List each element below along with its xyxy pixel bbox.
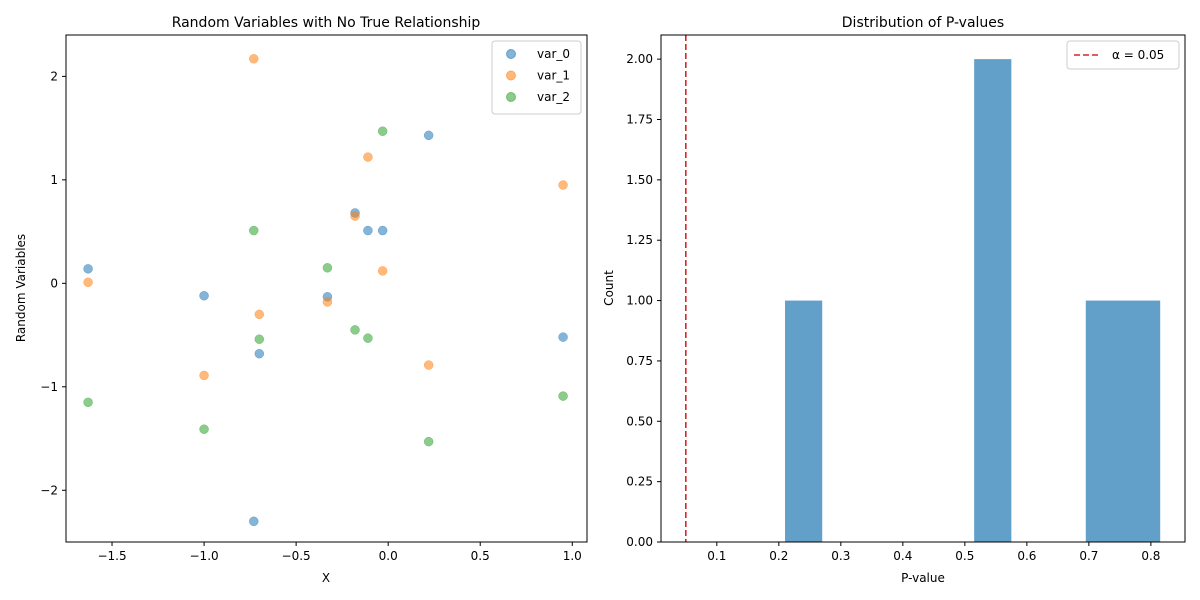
scatter-y-tick-label: −2 xyxy=(40,483,58,497)
scatter-y-ticks: −2 −1 0 1 2 xyxy=(40,69,66,497)
scatter-x-tick-label: −0.5 xyxy=(282,549,311,563)
scatter-point-var_2 xyxy=(249,225,259,236)
scatter-y-tick-label: 1 xyxy=(50,173,58,187)
scatter-legend-marker-var_2 xyxy=(506,92,516,102)
scatter-point-var_0 xyxy=(199,290,209,301)
histogram-x-tick-label: 0.7 xyxy=(1079,549,1098,563)
scatter-x-tick-label: 1.0 xyxy=(563,549,582,563)
scatter-point-var_1 xyxy=(83,277,93,288)
scatter-y-tick-label: 2 xyxy=(50,69,58,83)
histogram-plot-area xyxy=(685,35,1161,542)
histogram-y-axis-label: Count xyxy=(602,270,616,306)
scatter-legend-marker-var_0 xyxy=(506,49,516,59)
scatter-point-var_0 xyxy=(249,516,259,527)
histogram-y-tick-label: 0.50 xyxy=(626,414,653,428)
scatter-axes-frame xyxy=(65,34,588,543)
scatter-legend-label: var_0 xyxy=(537,47,570,61)
histogram-title: Distribution of P-values xyxy=(842,15,1004,31)
histogram-x-tick-label: 0.4 xyxy=(893,549,912,563)
scatter-point-var_2 xyxy=(350,325,360,335)
histogram-x-tick-label: 0.6 xyxy=(1017,549,1036,563)
histogram-y-tick-label: 1.75 xyxy=(626,113,653,127)
histogram-legend-label: α = 0.05 xyxy=(1112,48,1164,62)
scatter-point-var_2 xyxy=(199,424,209,434)
histogram-legend-box xyxy=(1066,40,1180,70)
scatter-point-var_2 xyxy=(363,333,373,343)
scatter-legend: var_0 var_1 var_2 xyxy=(491,40,582,115)
scatter-title: Random Variables with No True Relationsh… xyxy=(172,15,481,31)
histogram-axes-frame xyxy=(660,34,1186,543)
histogram-bar xyxy=(1085,300,1123,542)
scatter-y-axis-label: Random Variables xyxy=(14,234,28,342)
scatter-point-var_2 xyxy=(377,126,388,136)
pvalue-histogram-panel: Distribution of P-values 0.1 0.2 0.3 0.4 0.5… xyxy=(602,15,1186,585)
scatter-point-var_1 xyxy=(254,309,265,320)
histogram-x-tick-label: 0.1 xyxy=(707,549,726,563)
histogram-x-tick-label: 0.5 xyxy=(955,549,974,563)
scatter-x-tick-label: 0.0 xyxy=(379,549,398,563)
scatter-y-tick-label: −1 xyxy=(40,380,58,394)
scatter-plot-area xyxy=(83,54,568,527)
scatter-point-var_0 xyxy=(377,225,388,236)
scatter-point-var_0 xyxy=(83,264,93,274)
scatter-x-ticks: −1.5 −1.0 −0.5 0.0 0.5 1.0 xyxy=(97,542,582,563)
scatter-legend-marker-var_1 xyxy=(506,70,516,81)
histogram-y-tick-label: 0.75 xyxy=(626,354,653,368)
histogram-y-tick-label: 1.25 xyxy=(626,233,653,247)
scatter-point-var_0 xyxy=(558,332,568,342)
scatter-point-var_1 xyxy=(558,180,568,190)
histogram-legend: α = 0.05 xyxy=(1066,40,1180,70)
scatter-y-tick-label: 0 xyxy=(50,276,58,290)
scatter-point-var_2 xyxy=(254,334,265,344)
histogram-bar xyxy=(785,300,823,542)
histogram-y-ticks: 0.00 0.25 0.50 0.75 1.00 1.25 1.50 1.75 2.00 xyxy=(626,52,661,549)
histogram-y-tick-label: 1.50 xyxy=(626,173,653,187)
scatter-point-var_0 xyxy=(423,130,434,141)
scatter-x-tick-label: 0.5 xyxy=(471,549,490,563)
histogram-bar xyxy=(974,59,1012,542)
histogram-y-tick-label: 0.00 xyxy=(626,535,653,549)
scatter-point-var_1 xyxy=(377,266,388,276)
scatter-point-var_1 xyxy=(322,297,333,307)
histogram-y-tick-label: 2.00 xyxy=(626,52,653,66)
histogram-bar xyxy=(1122,300,1161,542)
scatter-point-var_2 xyxy=(83,397,93,408)
scatter-legend-label: var_2 xyxy=(537,90,570,104)
scatter-point-var_2 xyxy=(558,391,568,401)
scatter-point-var_0 xyxy=(363,225,373,236)
histogram-y-tick-label: 1.00 xyxy=(626,294,653,308)
scatter-point-var_1 xyxy=(199,370,209,381)
scatter-point-var_1 xyxy=(363,152,373,162)
scatter-point-var_1 xyxy=(350,211,360,221)
scatter-panel: Random Variables with No True Relationsh… xyxy=(14,15,588,585)
scatter-x-axis-label: X xyxy=(322,571,330,585)
scatter-point-var_2 xyxy=(423,436,434,447)
histogram-y-tick-label: 0.25 xyxy=(626,475,653,489)
histogram-x-ticks: 0.1 0.2 0.3 0.4 0.5 0.6 0.7 0.8 xyxy=(707,542,1160,563)
scatter-x-tick-label: −1.5 xyxy=(97,549,126,563)
scatter-point-var_2 xyxy=(322,263,333,273)
scatter-point-var_1 xyxy=(249,54,259,64)
histogram-x-tick-label: 0.3 xyxy=(831,549,850,563)
histogram-x-tick-label: 0.8 xyxy=(1141,549,1160,563)
histogram-x-axis-label: P-value xyxy=(901,571,945,585)
scatter-x-tick-label: −1.0 xyxy=(190,549,219,563)
scatter-point-var_0 xyxy=(254,348,265,359)
scatter-point-var_1 xyxy=(423,360,434,370)
scatter-legend-label: var_1 xyxy=(537,69,570,83)
histogram-x-tick-label: 0.2 xyxy=(769,549,788,563)
